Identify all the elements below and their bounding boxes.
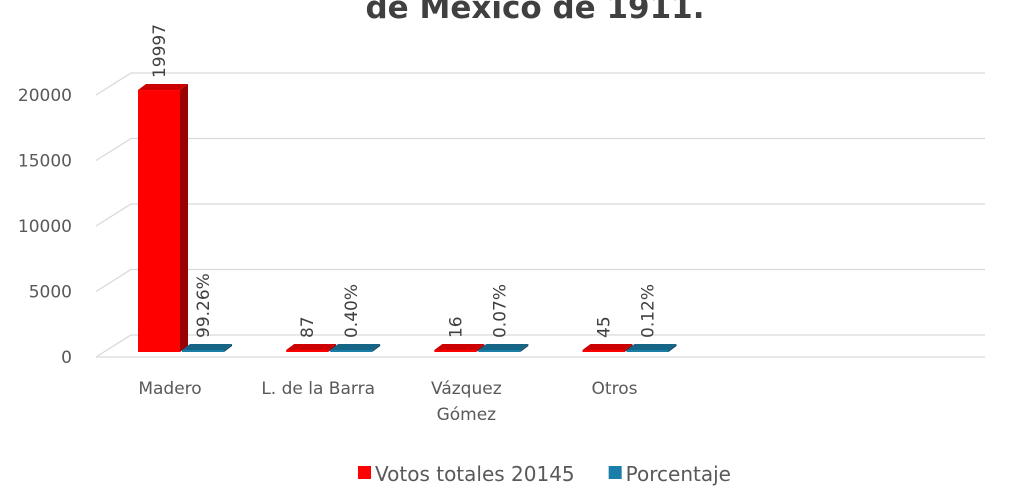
- bar-top: [582, 344, 633, 350]
- legend-label: Votos totales 20145: [375, 462, 575, 486]
- bar: [182, 350, 224, 352]
- bar-side: [180, 84, 188, 352]
- y-tick-label: 20000: [18, 86, 72, 106]
- bar-top: [626, 344, 677, 350]
- grid-line: [95, 72, 985, 96]
- data-label: 99.26%: [194, 273, 214, 338]
- bar-side: [668, 344, 677, 352]
- bar-top: [286, 344, 337, 350]
- grid-line: [95, 137, 985, 162]
- legend-label: Porcentaje: [626, 462, 731, 486]
- bar-top: [434, 344, 485, 350]
- y-tick-label: 0: [61, 348, 72, 368]
- data-label: 16: [446, 316, 466, 338]
- bar-top: [330, 344, 381, 350]
- data-label: 0.40%: [342, 284, 362, 338]
- bar-top: [182, 344, 232, 350]
- legend-swatch: [608, 466, 622, 479]
- legend-swatch: [358, 466, 371, 479]
- bar: [434, 350, 477, 352]
- bar: [478, 350, 521, 352]
- data-label: 0.12%: [639, 284, 659, 338]
- grid-line: [95, 203, 985, 227]
- bar: [286, 350, 329, 352]
- data-label: 45: [595, 316, 615, 338]
- data-label: 87: [298, 316, 318, 338]
- bar-top: [138, 84, 188, 91]
- bar-side: [520, 344, 529, 352]
- x-tick-label: Madero: [138, 379, 201, 399]
- grid-line: [95, 268, 985, 293]
- bar: [330, 350, 373, 352]
- x-tick-label: Vázquez Gómez: [431, 379, 502, 425]
- y-tick-label: 10000: [18, 217, 72, 237]
- bar-side: [372, 344, 381, 352]
- grid-line: [95, 334, 985, 358]
- bar: [138, 90, 180, 352]
- chart-title: de México de 1911.: [365, 0, 704, 26]
- y-tick-label: 5000: [29, 283, 72, 303]
- y-tick-label: 15000: [18, 152, 72, 172]
- bar: [626, 350, 669, 352]
- bar: [582, 350, 625, 352]
- bar-top: [478, 344, 529, 350]
- x-tick-label: Otros: [592, 379, 638, 399]
- bar-side: [224, 344, 232, 352]
- x-tick-label: L. de la Barra: [261, 379, 375, 399]
- data-label: 0.07%: [490, 284, 510, 338]
- data-label: 19997: [150, 24, 170, 78]
